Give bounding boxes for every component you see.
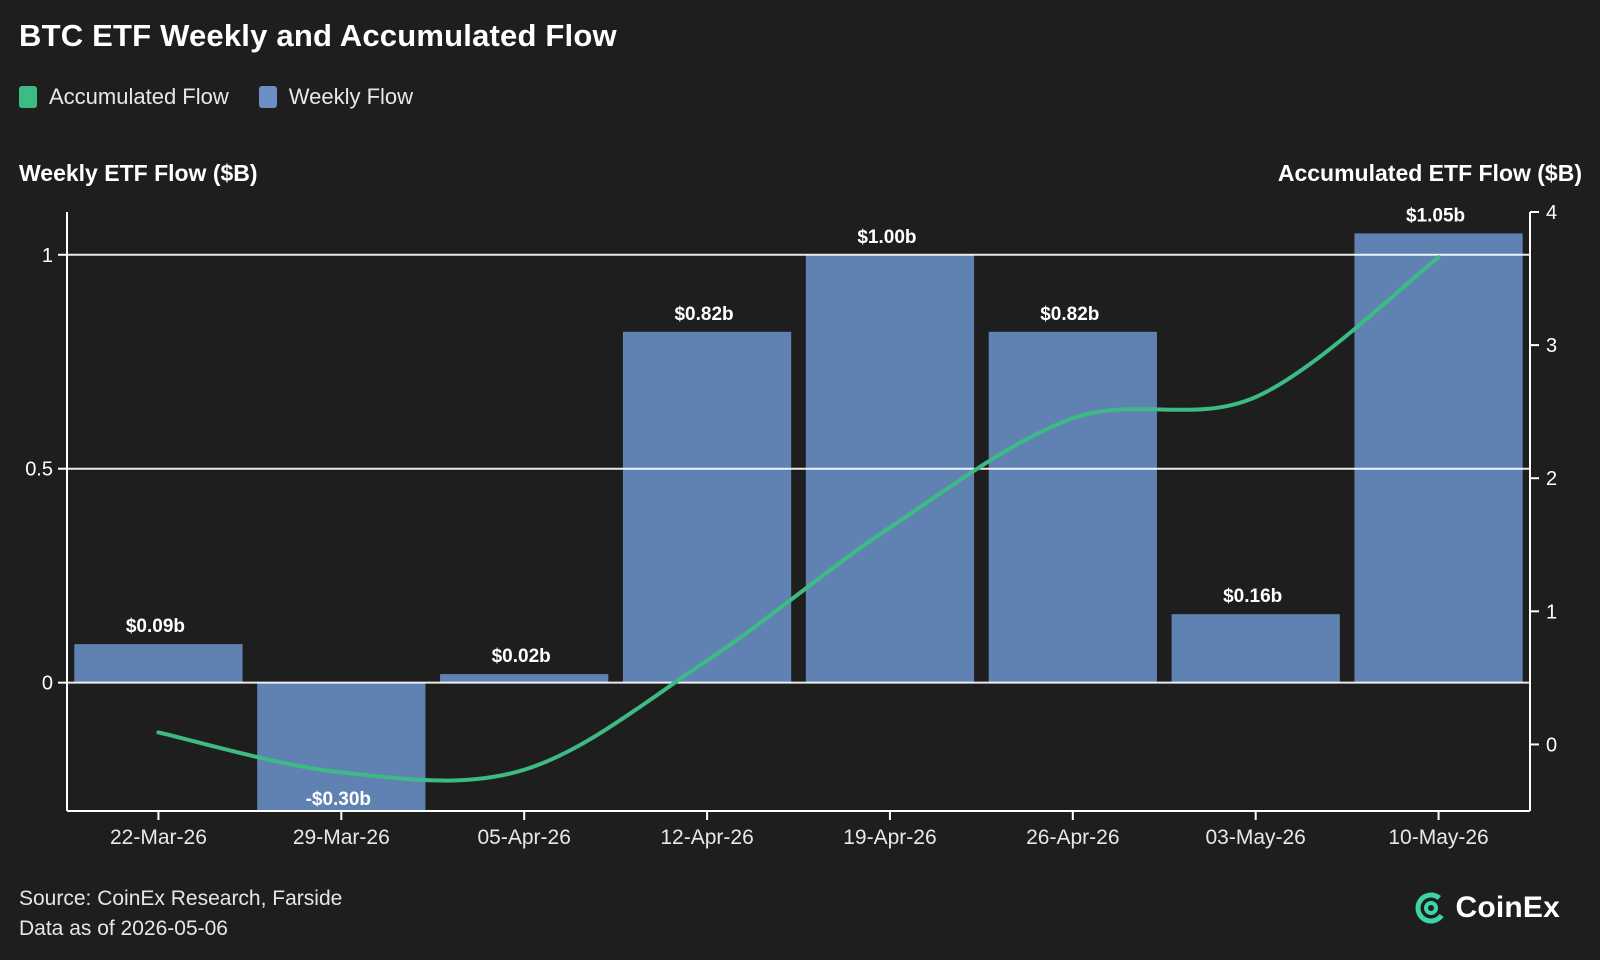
right-tick-label-4: 4 [1546, 202, 1557, 224]
bar-26-Apr-26 [988, 331, 1157, 683]
left-tick-label-1: 1 [42, 245, 53, 267]
accumulated-flow-line [156, 255, 1441, 783]
bar-05-Apr-26 [440, 674, 609, 683]
brand-name: CoinEx [1455, 891, 1560, 924]
bar-label-22-Mar-26: $0.09b [126, 616, 185, 637]
bar-12-Apr-26 [622, 331, 792, 683]
legend-label-weekly: Weekly Flow [288, 84, 414, 109]
right-tick-label-0: 0 [1546, 734, 1557, 756]
x-tick-label-03-May-26: 03-May-26 [1205, 826, 1305, 849]
x-tick-label-22-Mar-26: 22-Mar-26 [110, 826, 207, 849]
legend: Accumulated Flow Weekly Flow [19, 84, 443, 110]
legend-swatch-weekly [258, 86, 277, 108]
legend-swatch-accumulated [19, 86, 37, 108]
footer: Source: CoinEx Research, Farside Data as… [19, 884, 342, 944]
legend-item-accumulated: Accumulated Flow [19, 84, 229, 110]
right-tick-label-3: 3 [1546, 335, 1557, 357]
x-tick-label-29-Mar-26: 29-Mar-26 [293, 826, 390, 849]
right-tick-label-2: 2 [1546, 468, 1557, 490]
bar-label-10-May-26: $1.05b [1406, 205, 1465, 226]
x-tick-label-05-Apr-26: 05-Apr-26 [477, 826, 570, 849]
chart-title: BTC ETF Weekly and Accumulated Flow [19, 18, 617, 53]
brand-logo: CoinEx [1413, 890, 1560, 926]
bar-label-05-Apr-26: $0.02b [492, 646, 551, 667]
x-tick-label-10-May-26: 10-May-26 [1388, 826, 1488, 849]
legend-item-weekly: Weekly Flow [258, 84, 414, 110]
left-tick-label-0: 0 [42, 673, 53, 695]
bar-29-Mar-26 [257, 682, 426, 811]
bar-label-29-Mar-26: -$0.30b [306, 789, 371, 810]
source-note: Source: CoinEx Research, Farside [19, 887, 343, 910]
data-date-note: Data as of 2026-05-06 [19, 917, 228, 940]
coinex-logo-icon [1415, 892, 1447, 924]
x-tick-label-12-Apr-26: 12-Apr-26 [660, 826, 753, 849]
bar-label-12-Apr-26: $0.82b [674, 304, 733, 325]
right-axis-title: Accumulated ETF Flow ($B) [1277, 160, 1582, 186]
bar-22-Mar-26 [74, 644, 243, 683]
bar-10-May-26 [1354, 233, 1523, 683]
left-tick-label-0.5: 0.5 [25, 459, 53, 481]
legend-label-accumulated: Accumulated Flow [49, 84, 229, 109]
bar-label-19-Apr-26: $1.00b [857, 227, 916, 248]
left-axis-title: Weekly ETF Flow ($B) [19, 160, 258, 186]
bar-03-May-26 [1171, 614, 1340, 683]
bar-label-03-May-26: $0.16b [1223, 586, 1282, 607]
bar-label-26-Apr-26: $0.82b [1040, 304, 1099, 325]
right-tick-label-1: 1 [1546, 601, 1557, 623]
x-tick-label-26-Apr-26: 26-Apr-26 [1026, 826, 1119, 849]
x-tick-label-19-Apr-26: 19-Apr-26 [843, 826, 936, 849]
